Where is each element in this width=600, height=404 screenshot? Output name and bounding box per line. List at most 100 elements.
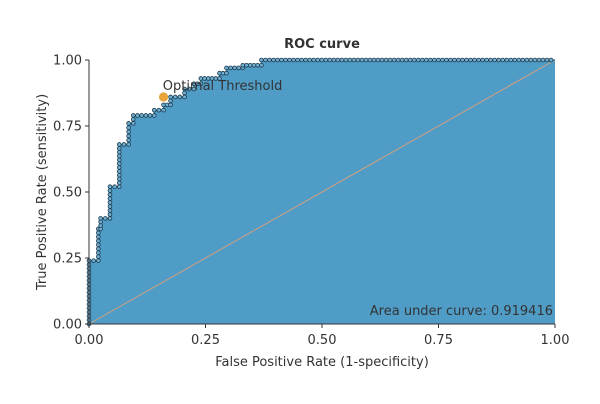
roc-point — [387, 57, 393, 63]
roc-point — [107, 208, 113, 213]
roc-point — [224, 70, 229, 76]
roc-point — [116, 172, 122, 178]
roc-point — [116, 146, 122, 151]
roc-point — [391, 57, 397, 63]
roc-point — [520, 57, 526, 63]
roc-point — [403, 57, 409, 63]
roc-point — [508, 57, 514, 63]
diagonal-reference-line — [88, 59, 556, 325]
x-tick-label: 1.00 — [541, 333, 570, 348]
roc-point — [399, 57, 405, 63]
roc-point — [107, 216, 113, 221]
roc-point — [126, 129, 131, 135]
roc-point — [96, 238, 101, 244]
roc-point — [161, 107, 166, 113]
roc-point — [107, 192, 113, 197]
roc-point — [126, 125, 131, 130]
roc-point — [107, 188, 113, 193]
roc-point — [107, 204, 113, 209]
roc-point — [116, 149, 122, 155]
roc-point — [112, 184, 117, 190]
roc-point — [323, 57, 329, 63]
roc-point — [228, 65, 233, 71]
roc-point — [168, 98, 173, 104]
roc-point — [143, 113, 149, 118]
roc-point — [96, 230, 101, 236]
roc-point — [247, 62, 253, 68]
roc-point — [532, 57, 538, 63]
roc-point — [315, 57, 321, 63]
roc-point — [275, 57, 280, 63]
plot-area: Optimal Threshold — [86, 57, 556, 327]
roc-point — [126, 142, 131, 147]
roc-point — [343, 57, 349, 63]
roc-point — [116, 176, 122, 182]
roc-point — [299, 57, 304, 63]
roc-point — [468, 57, 473, 63]
y-tick-label: 0.00 — [53, 318, 82, 333]
roc-point — [375, 57, 381, 63]
roc-point — [379, 57, 385, 63]
auc-annotation: Area under curve: 0.919416 — [370, 304, 553, 319]
roc-point — [91, 258, 96, 263]
roc-point — [311, 57, 317, 63]
roc-point — [279, 57, 284, 63]
roc-point — [259, 62, 264, 68]
optimal-threshold-label: Optimal Threshold — [163, 79, 283, 94]
roc-point — [456, 57, 461, 63]
roc-point — [116, 184, 122, 190]
roc-point — [548, 57, 554, 63]
roc-point — [139, 113, 144, 118]
roc-point — [436, 57, 441, 63]
roc-point — [244, 62, 249, 68]
roc-point — [151, 113, 157, 118]
roc-point — [240, 62, 246, 68]
roc-point — [116, 169, 122, 174]
roc-point — [116, 142, 122, 147]
roc-point — [177, 94, 183, 100]
roc-point — [107, 200, 113, 205]
roc-point — [476, 57, 481, 63]
roc-point — [96, 258, 101, 263]
roc-point — [182, 94, 187, 100]
roc-point — [255, 62, 260, 68]
x-axis-title: False Positive Rate (1-specificity) — [215, 355, 429, 370]
y-tick-label: 0.50 — [53, 186, 82, 201]
roc-point — [182, 86, 187, 92]
roc-point — [103, 216, 108, 221]
roc-point — [424, 57, 429, 63]
roc-point — [259, 57, 264, 63]
y-tick-label: 0.75 — [53, 120, 82, 135]
roc-point — [307, 57, 312, 63]
roc-point — [303, 57, 308, 63]
roc-point — [168, 94, 173, 100]
roc-point — [516, 57, 522, 63]
roc-point — [130, 117, 136, 122]
x-tick-label: 0.25 — [191, 333, 220, 348]
roc-point — [126, 133, 131, 139]
chart-title: ROC curve — [284, 37, 360, 52]
x-tick-label: 0.00 — [75, 333, 104, 348]
roc-point — [428, 57, 433, 63]
roc-point — [116, 165, 122, 170]
roc-point — [432, 57, 437, 63]
roc-point — [291, 57, 296, 63]
roc-point — [96, 250, 101, 256]
roc-point — [319, 57, 325, 63]
roc-point — [287, 57, 292, 63]
roc-point — [411, 57, 417, 63]
roc-point — [172, 94, 178, 100]
roc-point — [168, 102, 173, 108]
roc-point — [488, 57, 493, 63]
roc-point — [335, 57, 341, 63]
roc-point — [135, 113, 140, 118]
optimal-threshold-point — [158, 92, 169, 102]
roc-point — [415, 57, 421, 63]
roc-point — [448, 57, 453, 63]
roc-point — [444, 57, 449, 63]
roc-point — [528, 57, 534, 63]
roc-point — [452, 57, 457, 63]
x-tick-label: 0.75 — [424, 333, 453, 348]
roc-point — [359, 57, 365, 63]
